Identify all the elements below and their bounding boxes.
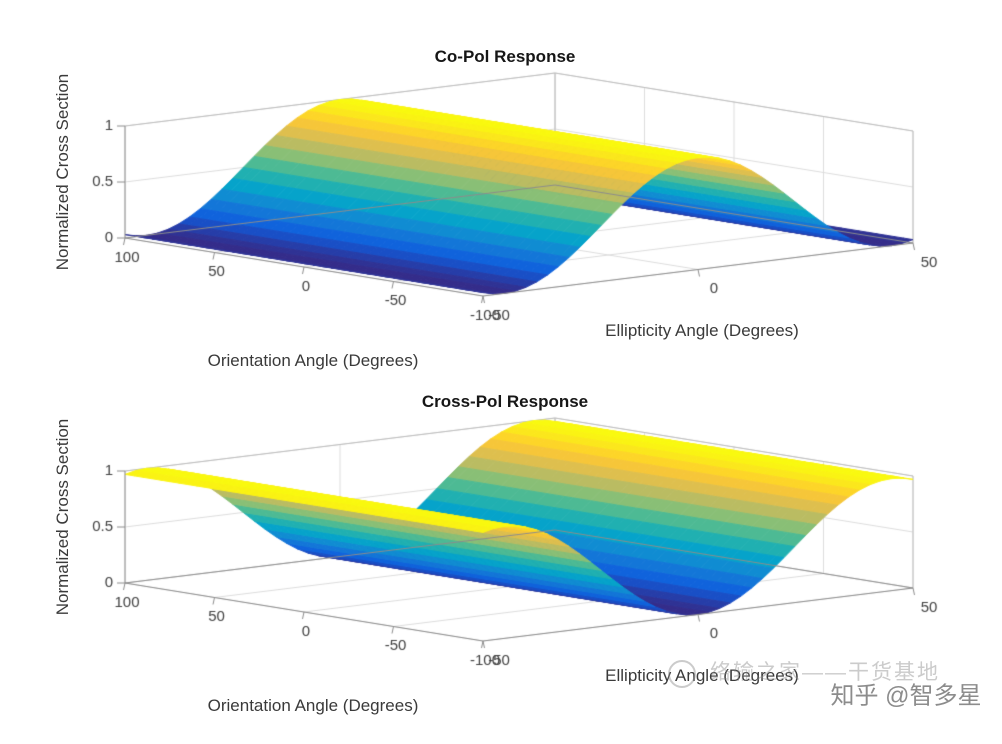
watermark-faint-text: 络输之家——干货基地 (710, 661, 940, 684)
watermark-logo-icon (668, 660, 696, 688)
crosspol-xlabel: Ellipticity Angle (Degrees) (605, 666, 799, 685)
crosspol-zlabel: Normalized Cross Section (53, 418, 72, 616)
copol-ylabel: Orientation Angle (Degrees) (207, 351, 419, 370)
copol-zlabel: Normalized Cross Section (53, 73, 72, 271)
copol-plot-title: Co-Pol Response (434, 47, 576, 66)
crosspol-plot-title: Cross-Pol Response (421, 392, 589, 411)
zhihu-watermark: 知乎 @智多星 (830, 682, 982, 710)
crosspol-ylabel: Orientation Angle (Degrees) (207, 696, 419, 715)
copol-xlabel: Ellipticity Angle (Degrees) (605, 321, 799, 340)
